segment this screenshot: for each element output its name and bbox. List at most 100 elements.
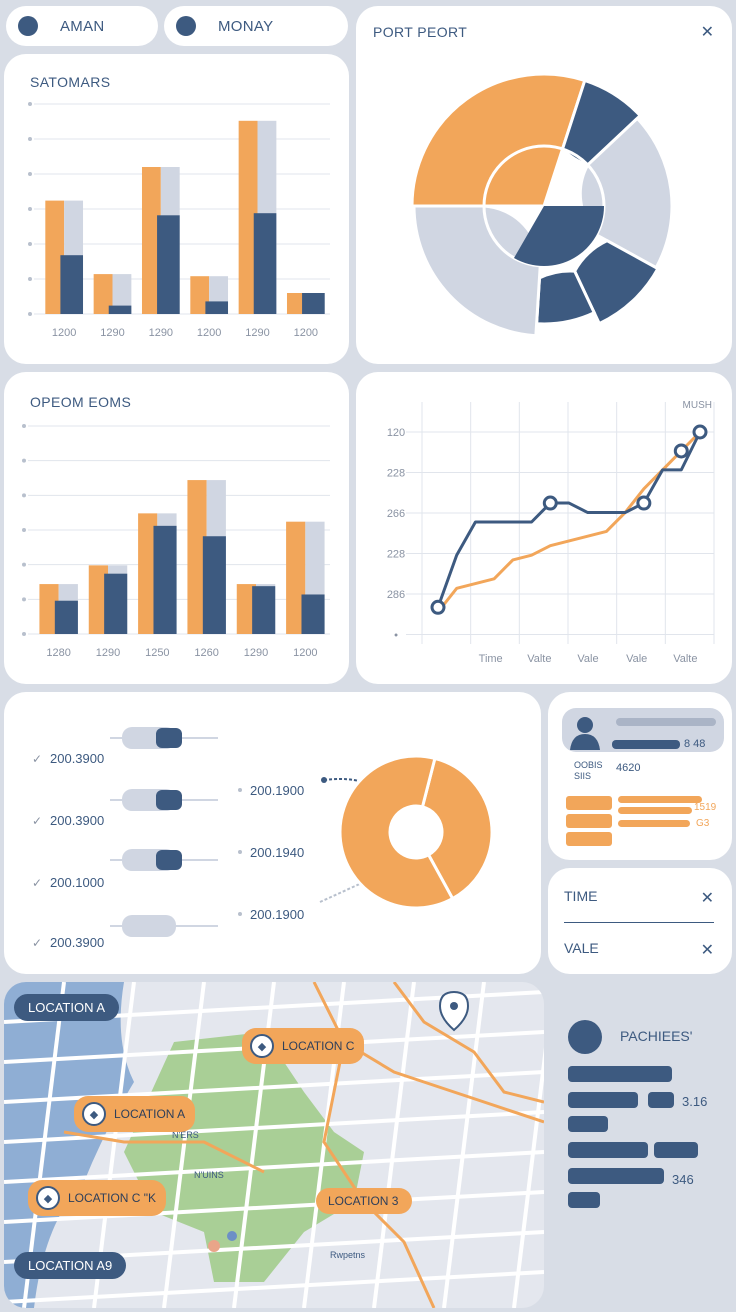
profile-swatch-1	[566, 796, 612, 810]
y-tick-label: 228	[387, 549, 405, 561]
pill-aman[interactable]: AMAN	[6, 6, 158, 46]
x-tick-label: 1290	[96, 647, 120, 659]
grid-dot	[28, 312, 32, 316]
street-label-2: N'UINS	[194, 1170, 224, 1180]
bar-orange	[238, 120, 258, 314]
close-icon[interactable]: ✕	[700, 890, 714, 907]
pill-monay-label: MONAY	[218, 17, 274, 35]
map-poi-icon	[227, 1231, 237, 1241]
bar-orange	[187, 480, 207, 634]
grid-dot	[28, 102, 32, 106]
close-icon[interactable]: ✕	[700, 942, 714, 959]
pie-slice-light-outer	[578, 116, 674, 270]
grid-dot	[22, 597, 26, 602]
report-pie-chart	[410, 72, 674, 338]
profile-bar-2	[612, 740, 680, 749]
pill-monay[interactable]: MONAY	[164, 6, 348, 46]
timeline-handle	[122, 915, 176, 937]
location-tag-c[interactable]: ◆ LOCATION C	[242, 1028, 365, 1064]
data-point	[692, 424, 708, 440]
timeline-chart: ✓ 200.3900 ✓ 200.3900 ✓ 200.1000 ✓ 200.3900 200.…	[32, 727, 494, 950]
bar-navy	[301, 594, 325, 634]
bar-navy	[202, 536, 226, 634]
bar-orange	[141, 167, 161, 314]
bar-orange	[39, 584, 59, 634]
map-pin-icon[interactable]	[438, 990, 470, 1032]
grid-dot	[22, 528, 26, 532]
status-dot-icon	[18, 16, 38, 36]
check-icon: ✓	[32, 876, 42, 890]
y-tick-label: 286	[387, 589, 405, 601]
pie-slice-light-bottom	[412, 204, 542, 338]
x-tick-label: Time	[479, 653, 503, 665]
profile-orange-bar-2	[618, 807, 692, 814]
data-point	[542, 495, 558, 511]
map-park	[124, 1032, 364, 1282]
opeom-chart-card: OPEOM EOMS 1280 1290 1250 1260 1290 1200	[4, 372, 349, 684]
bar-orange	[45, 200, 65, 314]
filter-time-label[interactable]: TIME	[564, 888, 598, 904]
location-tag-bottom[interactable]: LOCATION A9	[14, 1252, 127, 1279]
timeline-right-label: 200.1940	[250, 845, 304, 860]
legend-bar-3	[648, 1092, 674, 1108]
timeline-right-label: 200.1900	[250, 783, 304, 798]
map-pin-icon: ◆	[36, 1186, 60, 1210]
bar-orange	[93, 274, 113, 314]
profile-orange-bar-1	[618, 796, 702, 803]
map-card[interactable]: N'ERS N'UINS Rwpetns LOCATION A ◆ LOCATI…	[4, 982, 544, 1308]
grid-dot	[28, 137, 32, 141]
location-tag-ck-label: LOCATION C "K	[68, 1191, 157, 1205]
bar-navy	[54, 600, 78, 634]
bar-orange	[88, 565, 108, 634]
bar-navy	[302, 293, 325, 314]
bullet-dot	[238, 850, 242, 854]
timeline-left-label: 200.3900	[50, 813, 104, 828]
data-point	[636, 495, 652, 511]
donut-slice	[420, 756, 494, 901]
timeline-left-label: 200.3900	[50, 751, 104, 766]
street-label-1: N'ERS	[172, 1130, 199, 1140]
location-tag-top[interactable]: LOCATION A	[14, 994, 120, 1021]
timeline-card: ✓ 200.3900 ✓ 200.3900 ✓ 200.1000 ✓ 200.3900 200.…	[4, 692, 541, 974]
close-icon[interactable]: ✕	[700, 24, 714, 41]
y-tick-label: 228	[387, 468, 405, 480]
filter-divider	[564, 922, 714, 923]
location-tag-c-label: LOCATION C	[282, 1039, 355, 1053]
map-water	[4, 982, 134, 1308]
location-tag-ck[interactable]: ◆ LOCATION C "K	[28, 1180, 167, 1216]
connector-line	[319, 881, 365, 903]
x-tick-label: 1200	[294, 327, 318, 339]
location-tag-a-label: LOCATION A	[114, 1107, 186, 1121]
y-tick-label: 266	[387, 508, 405, 520]
location-tag-a[interactable]: ◆ LOCATION A	[74, 1096, 196, 1132]
y-tick-label: •	[394, 630, 398, 642]
profile-orange-bar-3	[618, 820, 690, 827]
street-label-3: Rwpetns	[330, 1250, 366, 1260]
timeline-handle-knob	[156, 850, 182, 870]
bar-navy	[104, 573, 128, 634]
connector-line	[323, 778, 397, 815]
x-tick-label: 1200	[197, 327, 221, 339]
legend-bar-4	[568, 1116, 608, 1132]
x-tick-label: 1200	[52, 327, 76, 339]
bar-navy	[205, 301, 229, 314]
filter-vale-label[interactable]: VALE	[564, 940, 599, 956]
grid-dot	[28, 242, 32, 246]
location-tag-3[interactable]: LOCATION 3	[316, 1188, 413, 1214]
x-tick-label: 1290	[245, 327, 269, 339]
legend-bar-6	[654, 1142, 698, 1158]
x-tick-label: 1250	[145, 647, 169, 659]
sales-bar-chart: 1200 1290 1290 1200 1290 1200	[28, 102, 330, 339]
x-tick-label: 1280	[46, 647, 70, 659]
x-tick-label: 1200	[293, 647, 317, 659]
legend-panel: PACHIEES' 3.16 346	[556, 1010, 732, 1210]
x-tick-label: 1260	[194, 647, 218, 659]
bar-navy	[60, 255, 84, 314]
pie-inner-slice	[514, 206, 604, 267]
grid-dot	[22, 632, 26, 636]
profile-bar-1	[616, 718, 716, 726]
bar-navy	[108, 305, 132, 314]
check-icon: ✓	[32, 752, 42, 766]
location-tag-3-label: LOCATION 3	[328, 1194, 399, 1208]
bar-light	[112, 274, 132, 314]
